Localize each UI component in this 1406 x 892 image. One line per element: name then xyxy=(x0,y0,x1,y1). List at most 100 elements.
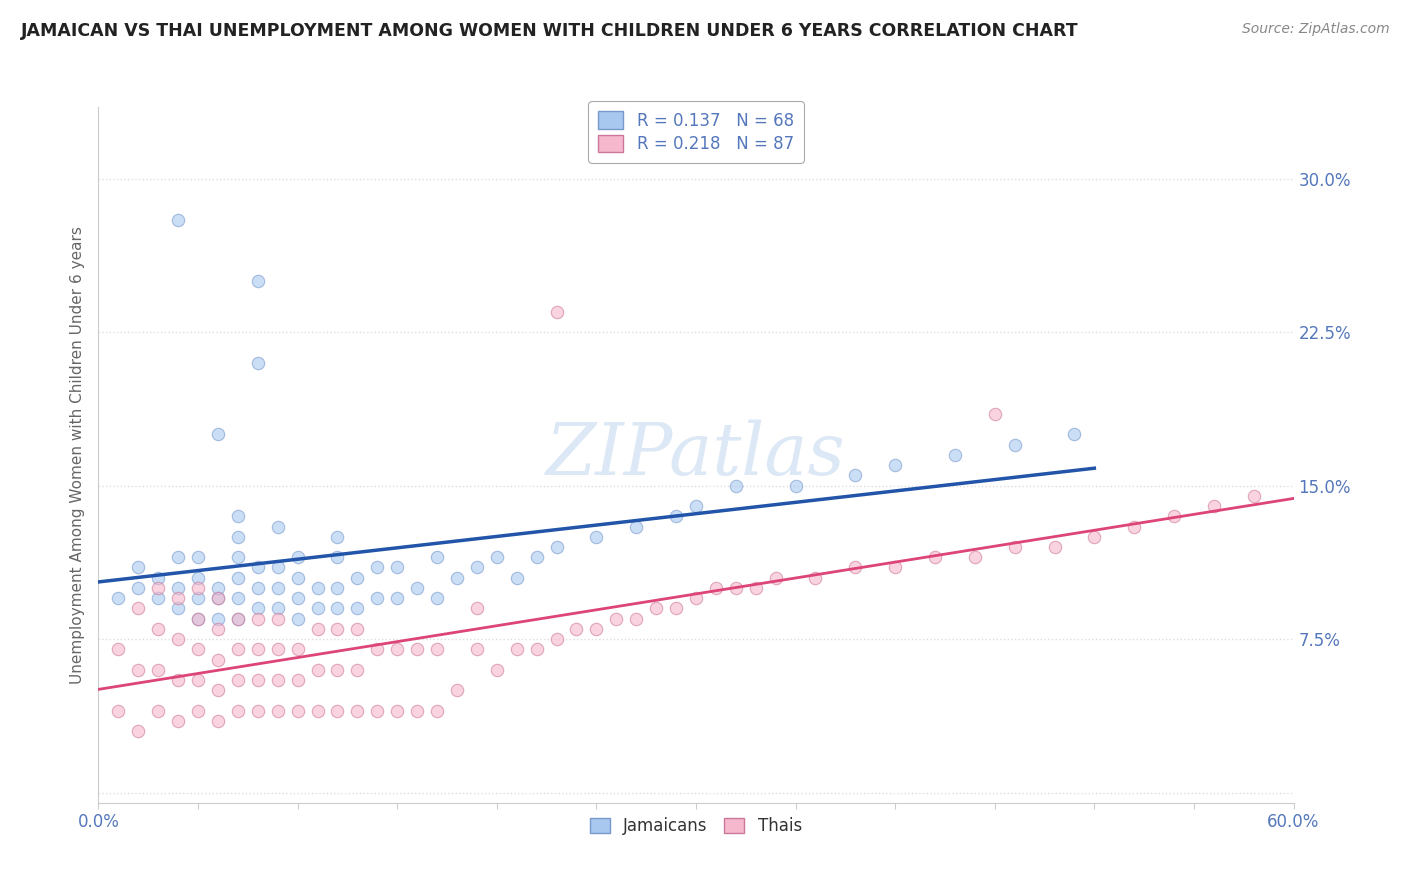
Point xyxy=(127,560,149,574)
Point xyxy=(307,622,329,636)
Point xyxy=(207,714,229,728)
Point xyxy=(246,673,269,687)
Point xyxy=(167,673,190,687)
Point xyxy=(326,601,349,615)
Point xyxy=(267,581,290,595)
Point xyxy=(246,356,269,370)
Point xyxy=(207,652,229,666)
Point xyxy=(287,612,309,626)
Point xyxy=(745,581,768,595)
Point xyxy=(246,581,269,595)
Point xyxy=(267,560,290,574)
Point xyxy=(207,683,229,698)
Point xyxy=(267,612,290,626)
Point xyxy=(665,601,688,615)
Point xyxy=(267,601,290,615)
Point xyxy=(287,550,309,565)
Point xyxy=(148,622,170,636)
Point xyxy=(346,704,368,718)
Point xyxy=(326,663,349,677)
Point xyxy=(1243,489,1265,503)
Point xyxy=(526,642,548,657)
Point xyxy=(366,642,388,657)
Point xyxy=(605,612,627,626)
Point xyxy=(326,550,349,565)
Point xyxy=(506,571,529,585)
Point xyxy=(446,571,468,585)
Point xyxy=(207,612,229,626)
Point xyxy=(226,550,249,565)
Point xyxy=(267,704,290,718)
Point xyxy=(307,601,329,615)
Point xyxy=(585,530,607,544)
Point xyxy=(326,704,349,718)
Point xyxy=(426,550,449,565)
Point xyxy=(366,560,388,574)
Point xyxy=(187,581,209,595)
Point xyxy=(366,591,388,606)
Point xyxy=(626,519,648,533)
Point xyxy=(785,478,807,492)
Point xyxy=(226,591,249,606)
Point xyxy=(884,560,907,574)
Point xyxy=(287,704,309,718)
Point xyxy=(346,663,368,677)
Point xyxy=(267,642,290,657)
Point xyxy=(107,591,129,606)
Point xyxy=(307,581,329,595)
Point xyxy=(246,601,269,615)
Point xyxy=(346,622,368,636)
Point xyxy=(107,704,129,718)
Point xyxy=(148,591,170,606)
Point xyxy=(1004,540,1026,554)
Point xyxy=(127,663,149,677)
Point xyxy=(207,581,229,595)
Point xyxy=(884,458,907,472)
Point xyxy=(287,591,309,606)
Legend: Jamaicans, Thais: Jamaicans, Thais xyxy=(582,808,810,843)
Point xyxy=(187,612,209,626)
Point xyxy=(287,642,309,657)
Point xyxy=(326,622,349,636)
Point xyxy=(1043,540,1066,554)
Point xyxy=(167,601,190,615)
Point xyxy=(546,632,568,646)
Point xyxy=(287,673,309,687)
Point xyxy=(546,304,568,318)
Point xyxy=(187,673,209,687)
Point xyxy=(685,499,707,513)
Y-axis label: Unemployment Among Women with Children Under 6 years: Unemployment Among Women with Children U… xyxy=(69,226,84,684)
Point xyxy=(246,704,269,718)
Point xyxy=(187,591,209,606)
Point xyxy=(585,622,607,636)
Point xyxy=(226,530,249,544)
Point xyxy=(267,519,290,533)
Point xyxy=(187,550,209,565)
Point xyxy=(465,601,488,615)
Text: JAMAICAN VS THAI UNEMPLOYMENT AMONG WOMEN WITH CHILDREN UNDER 6 YEARS CORRELATIO: JAMAICAN VS THAI UNEMPLOYMENT AMONG WOME… xyxy=(21,22,1078,40)
Point xyxy=(187,642,209,657)
Point xyxy=(385,560,409,574)
Point xyxy=(1083,530,1105,544)
Point xyxy=(148,704,170,718)
Point xyxy=(148,663,170,677)
Point xyxy=(127,601,149,615)
Point xyxy=(385,704,409,718)
Point xyxy=(924,550,946,565)
Point xyxy=(963,550,986,565)
Point xyxy=(226,642,249,657)
Point xyxy=(1163,509,1185,524)
Point xyxy=(485,663,508,677)
Point xyxy=(385,642,409,657)
Point xyxy=(167,581,190,595)
Point xyxy=(187,704,209,718)
Point xyxy=(406,704,429,718)
Point xyxy=(804,571,827,585)
Point xyxy=(246,560,269,574)
Point xyxy=(406,581,429,595)
Point xyxy=(226,612,249,626)
Point xyxy=(1123,519,1146,533)
Point xyxy=(1202,499,1225,513)
Text: ZIPatlas: ZIPatlas xyxy=(546,419,846,491)
Point xyxy=(226,673,249,687)
